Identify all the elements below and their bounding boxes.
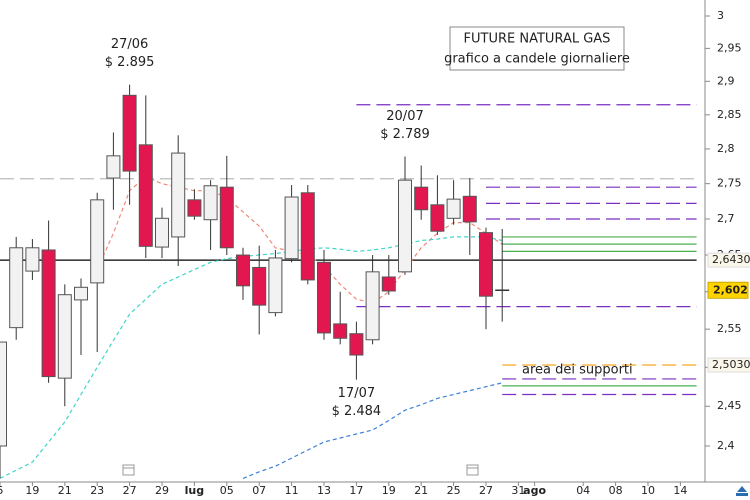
calendar-icon [466,464,479,476]
candle-body [284,196,299,260]
moving-average [242,382,503,479]
last-price-label: 2,602 [713,283,748,296]
x-tick-label: 08 [609,484,623,497]
scroll-icon[interactable] [736,486,748,496]
x-tick-label: 23 [90,484,104,497]
chart-subtitle: grafico a candele giornaliere [444,52,630,67]
candle-body [122,94,137,172]
x-tick-label: 5 [0,484,4,497]
candle-body [479,232,493,297]
candle-body [381,276,396,292]
y-tick-label: 2,95 [717,41,742,54]
level-label: 2,5030 [712,358,750,371]
candle-body [74,286,88,301]
level-label-box [707,252,750,268]
candle-body [57,294,72,379]
y-tick-label: 2,55 [717,322,742,335]
candle-body [268,257,283,314]
candle-body [414,186,429,211]
y-tick-label: 2,75 [717,177,742,190]
candle-body [106,155,121,179]
candle-body [25,247,40,272]
x-tick-label: 31 [511,484,525,497]
y-tick-label: 2,9 [717,74,735,87]
y-tick-label: 2,8 [717,142,735,155]
calendar-icon [122,464,135,476]
x-tick-label: 29 [155,484,169,497]
annotation: $ 2.895 [105,55,155,70]
x-tick-label: 19 [25,484,39,497]
candle-body [236,254,250,287]
x-tick-label: lug [185,484,204,497]
x-tick-label: 07 [252,484,266,497]
x-tick-label: 21 [58,484,72,497]
candle-body [300,192,315,281]
y-tick-label: 2,45 [717,399,742,412]
x-tick-label: 11 [285,484,299,497]
x-tick-label: 04 [576,484,590,497]
plot-area [0,84,697,479]
title-box [449,26,625,71]
x-tick-label: 10 [641,484,655,497]
y-tick-label: 2,4 [717,439,735,452]
x-tick-label: 27 [123,484,137,497]
y-tick-label: 2,85 [717,108,742,121]
moving-average [96,175,503,304]
level-label: 2,6430 [712,253,750,266]
candle-body [462,195,477,223]
x-tick-label: 27 [479,484,493,497]
candle-body [446,198,461,219]
candle-body [155,217,169,248]
candle-body [90,199,105,284]
chart-title: FUTURE NATURAL GAS [464,32,611,47]
support-note: area dei supporti [522,363,633,378]
level-label-box [707,357,750,373]
x-tick-label: 17 [349,484,363,497]
candle-body [187,199,202,217]
annotation: 17/07 [338,386,375,401]
last-price-box [707,281,749,299]
candle-body [0,341,7,447]
annotation: 27/06 [111,37,148,52]
y-tick-label: 3 [717,9,724,22]
candle-body [252,266,267,306]
x-tick-label: 05 [220,484,234,497]
candle-body [41,249,56,378]
candle-body [171,152,186,238]
candle-body [203,185,218,221]
x-tick-label: 19 [382,484,396,497]
x-tick-label: 13 [317,484,331,497]
y-tick-label: 2,7 [717,212,735,225]
candle-body [317,261,331,334]
x-tick-label: 25 [447,484,461,497]
candle-body [365,271,380,341]
x-tick-label: 14 [673,484,687,497]
candle-body [138,144,153,247]
annotation: $ 2.789 [380,127,430,142]
candle-body [349,333,364,356]
annotation: 20/07 [386,109,423,124]
moving-average [0,236,503,479]
candle-body [333,323,348,339]
candle-body [398,179,412,273]
annotation: $ 2.484 [332,404,382,419]
x-tick-label: 21 [414,484,428,497]
x-tick-label: ago [523,484,546,497]
candle-body [9,247,24,329]
candle-body [219,186,234,249]
candle-body [430,204,445,232]
